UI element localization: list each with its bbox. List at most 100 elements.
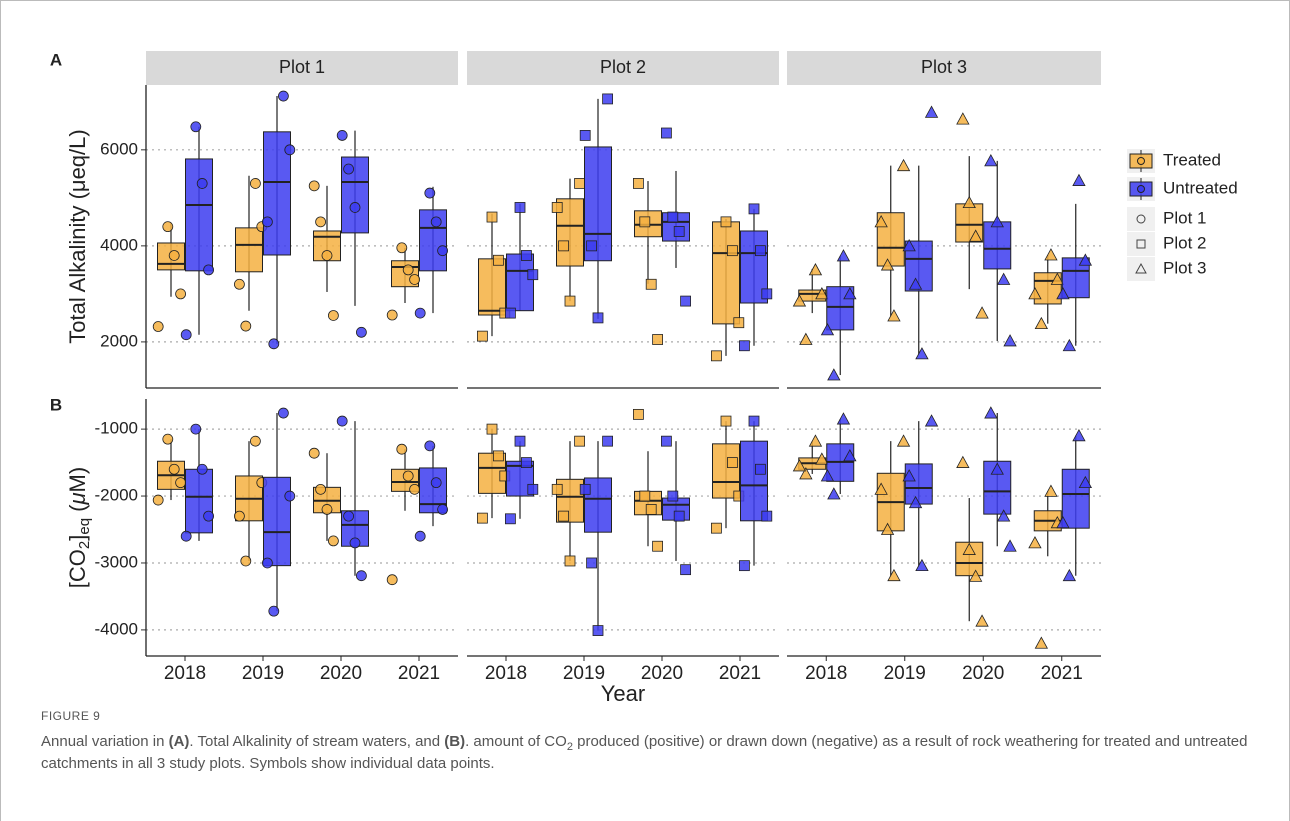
point <box>836 412 851 425</box>
point <box>175 477 187 489</box>
point <box>409 274 421 285</box>
y-axis-label-part: Total Alkalinity (μeq/L) <box>65 129 90 343</box>
y-axis-label-part: M) <box>65 467 90 493</box>
x-tick-label: 2018 <box>485 663 527 684</box>
box <box>712 221 740 325</box>
x-axis-label: Year <box>601 681 645 701</box>
point <box>915 347 929 360</box>
point <box>1003 539 1017 552</box>
point <box>720 415 732 427</box>
box <box>506 253 534 312</box>
point <box>551 483 563 495</box>
point <box>343 510 355 522</box>
point <box>673 510 685 522</box>
point <box>592 312 604 324</box>
point <box>755 245 766 257</box>
point <box>975 306 989 319</box>
point <box>748 415 760 427</box>
point <box>739 560 750 572</box>
point <box>874 482 888 495</box>
point <box>755 463 766 475</box>
point <box>527 483 539 495</box>
point <box>355 570 367 582</box>
point <box>551 202 563 213</box>
point <box>168 250 180 261</box>
point <box>1078 253 1093 266</box>
point <box>908 495 923 509</box>
box <box>740 440 768 522</box>
point <box>424 440 436 452</box>
point <box>579 483 591 495</box>
x-tick-label: 2019 <box>884 663 926 684</box>
point <box>711 350 722 362</box>
point <box>327 535 339 547</box>
point <box>1062 338 1077 352</box>
caption-text: Annual variation in (A). Total Alkalinit… <box>41 731 1271 775</box>
point <box>175 288 187 300</box>
y-tick-label: -3000 <box>95 552 138 571</box>
point <box>504 307 516 319</box>
point <box>602 93 613 105</box>
point <box>727 457 738 468</box>
panel-label: A <box>50 50 62 69</box>
point <box>579 130 591 141</box>
point <box>984 154 998 167</box>
point <box>633 178 644 189</box>
point <box>315 216 327 228</box>
point <box>915 558 929 572</box>
legend-key-bg <box>1127 232 1155 256</box>
caption-part: (A) <box>168 733 190 750</box>
point <box>996 509 1011 522</box>
point <box>386 574 398 586</box>
point <box>820 323 835 336</box>
point <box>336 130 348 141</box>
point <box>349 537 361 549</box>
point <box>402 264 414 276</box>
point <box>336 415 348 427</box>
point <box>437 504 449 515</box>
point <box>761 510 773 522</box>
caption-label: FIGURE 9 <box>41 709 101 723</box>
point <box>962 542 976 555</box>
y-tick-label: -1000 <box>95 419 138 438</box>
point <box>673 226 685 237</box>
point <box>249 435 261 447</box>
legend-shape <box>1135 262 1147 274</box>
point <box>261 557 273 569</box>
point <box>162 433 174 445</box>
point <box>321 250 333 261</box>
point <box>843 449 857 462</box>
point <box>667 490 679 502</box>
point <box>1072 173 1086 186</box>
point <box>887 309 901 322</box>
point <box>633 408 644 420</box>
caption-part: (B) <box>444 733 466 750</box>
point <box>152 321 164 332</box>
point <box>240 320 252 332</box>
point <box>430 216 442 228</box>
point <box>284 490 296 502</box>
point <box>896 158 911 172</box>
x-tick-label: 2018 <box>805 663 847 684</box>
point <box>308 447 320 459</box>
legend-shape <box>1136 239 1146 249</box>
point <box>908 277 923 290</box>
caption-part: 2 <box>566 741 573 753</box>
facet-label: Plot 3 <box>921 57 967 77</box>
box <box>983 221 1012 270</box>
point <box>727 245 738 257</box>
point <box>661 435 672 447</box>
point <box>396 242 408 254</box>
point <box>355 326 367 338</box>
point <box>996 272 1011 285</box>
point <box>476 330 488 342</box>
point <box>968 569 983 582</box>
point <box>820 469 835 482</box>
point <box>558 240 569 252</box>
point <box>277 407 289 419</box>
point <box>1072 428 1086 442</box>
y-axis-label-part: ( <box>65 504 90 518</box>
point <box>680 295 691 307</box>
box <box>185 158 213 272</box>
point <box>233 510 245 522</box>
